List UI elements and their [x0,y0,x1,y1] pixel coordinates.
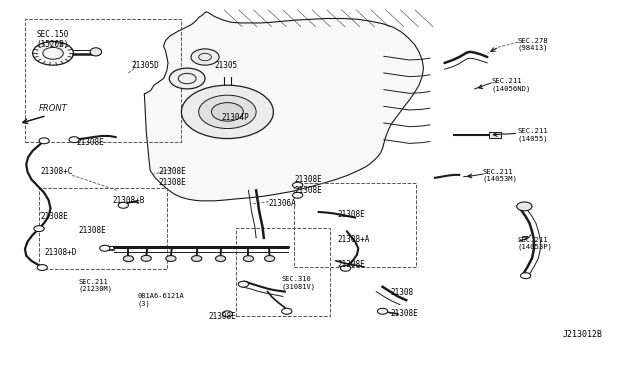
Circle shape [166,256,176,262]
Text: SEC.150
(1520B): SEC.150 (1520B) [37,30,69,49]
Circle shape [292,182,303,188]
Circle shape [33,41,74,65]
Text: 21308E: 21308E [337,211,365,219]
Text: 081A6-6121A
(3): 081A6-6121A (3) [138,294,185,307]
Text: FRONT: FRONT [39,105,68,113]
Text: 21308+B: 21308+B [113,196,145,205]
Text: SEC.211
(14053M): SEC.211 (14053M) [483,169,518,182]
Circle shape [39,138,49,144]
Text: SEC.310
(31081V): SEC.310 (31081V) [282,276,316,290]
FancyBboxPatch shape [489,132,500,138]
Text: 21308E: 21308E [79,226,106,235]
Circle shape [191,49,219,65]
Polygon shape [145,12,424,201]
Circle shape [264,256,275,262]
Text: 21305: 21305 [214,61,237,70]
Circle shape [181,85,273,138]
Text: 21308E: 21308E [390,310,418,318]
Text: 21308E: 21308E [40,212,68,221]
Circle shape [34,226,44,232]
Text: 21308E: 21308E [159,167,186,176]
Text: 21304P: 21304P [221,113,249,122]
Circle shape [211,103,243,121]
Circle shape [118,202,129,208]
Text: SEC.211
(21230M): SEC.211 (21230M) [79,279,113,292]
Text: 21308+C: 21308+C [40,167,73,176]
Text: 21308E: 21308E [337,260,365,269]
Circle shape [124,256,134,262]
Text: 21308E: 21308E [159,178,186,187]
Bar [236,228,330,317]
Circle shape [170,68,205,89]
Circle shape [216,256,226,262]
Circle shape [100,245,110,251]
Circle shape [340,265,351,271]
Text: SEC.211
(14056ND): SEC.211 (14056ND) [491,78,531,92]
Bar [25,19,181,141]
Text: 21308E: 21308E [294,186,322,195]
Circle shape [198,95,256,129]
Text: SEC.211
(14053P): SEC.211 (14053P) [518,237,553,250]
Text: 21308E: 21308E [294,175,322,184]
Text: SEC.211
(14055): SEC.211 (14055) [518,128,548,142]
Text: SEC.278
(98413): SEC.278 (98413) [518,38,548,51]
Circle shape [282,308,292,314]
Text: 21306A: 21306A [269,199,297,208]
Circle shape [141,255,152,261]
Circle shape [520,273,531,279]
Bar [39,188,167,269]
Circle shape [292,192,303,198]
Circle shape [243,256,253,262]
Text: 21308E: 21308E [76,138,104,147]
Text: J213012B: J213012B [563,330,602,339]
Circle shape [191,256,202,262]
Ellipse shape [90,48,102,56]
Bar [294,183,416,267]
Text: 21305D: 21305D [132,61,159,70]
Text: 21308+A: 21308+A [337,235,370,244]
Text: 21308E: 21308E [208,312,236,321]
Circle shape [222,311,232,317]
Circle shape [378,308,388,314]
Circle shape [238,281,248,287]
Text: 21308+D: 21308+D [44,248,77,257]
Circle shape [37,264,47,270]
Text: 21308: 21308 [390,288,413,297]
Circle shape [516,202,532,211]
Circle shape [69,137,79,142]
